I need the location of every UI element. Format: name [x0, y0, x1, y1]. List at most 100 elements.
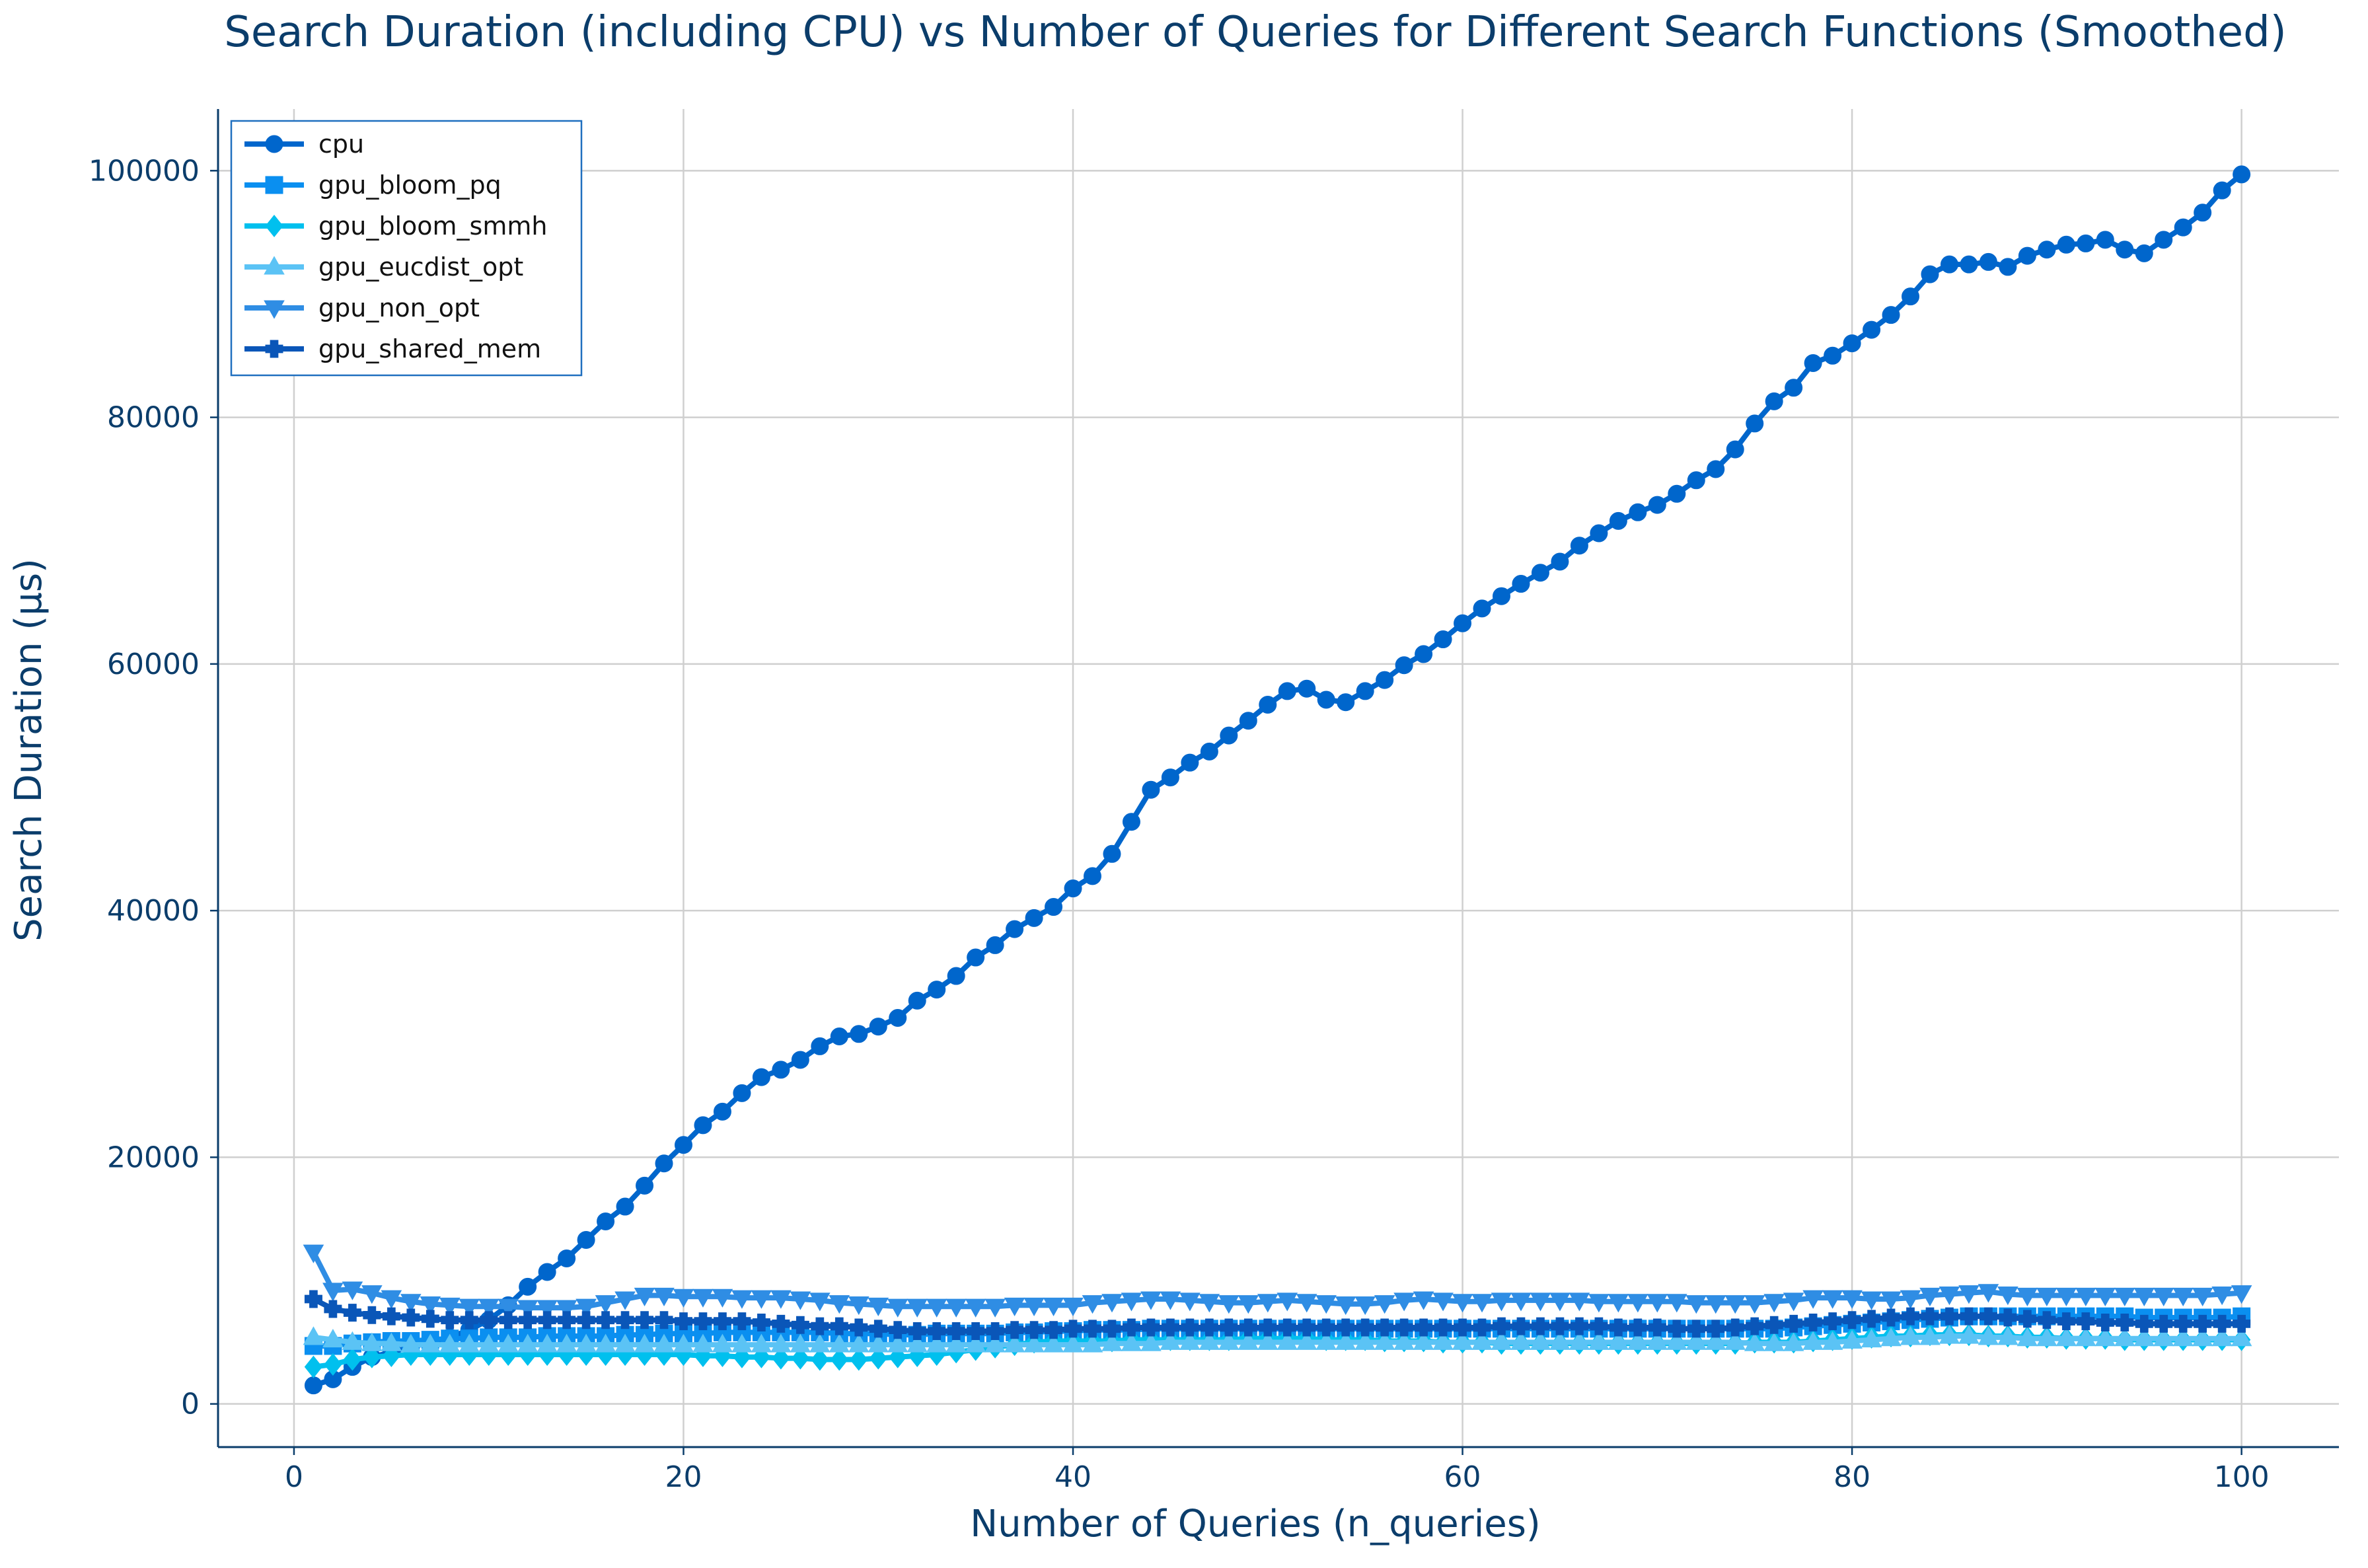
data-point: [1822, 1331, 1843, 1350]
data-point: [459, 1333, 480, 1353]
data-point: [2038, 1311, 2056, 1329]
data-point: [1238, 1331, 1259, 1350]
data-point: [519, 1277, 537, 1296]
data-point: [1278, 1318, 1296, 1337]
data-point: [790, 1333, 811, 1353]
data-point: [1122, 813, 1140, 831]
data-point: [1512, 575, 1530, 593]
data-point: [519, 1311, 537, 1329]
data-point: [965, 1333, 986, 1353]
data-point: [2077, 234, 2095, 252]
data-point: [752, 1068, 770, 1086]
data-point: [1880, 1327, 1902, 1347]
data-point: [1045, 898, 1063, 916]
data-point: [733, 1312, 751, 1331]
data-point: [1317, 691, 1335, 709]
data-point: [1978, 1326, 1999, 1345]
data-point: [322, 1283, 344, 1302]
data-point: [1006, 1321, 1024, 1339]
data-point: [908, 991, 926, 1010]
data-point: [1374, 1331, 1395, 1350]
data-point: [1960, 255, 1978, 274]
data-point: [1356, 682, 1374, 700]
legend-item: gpu_non_opt: [244, 293, 480, 322]
data-point: [1473, 599, 1491, 618]
data-point: [1082, 1333, 1103, 1353]
legend-marker: [265, 176, 283, 194]
data-point: [1608, 1294, 1629, 1313]
data-point: [439, 1333, 461, 1353]
data-point: [1493, 1317, 1511, 1335]
data-point: [1785, 1314, 1803, 1333]
x-tick-label: 20: [665, 1460, 702, 1494]
data-point: [1685, 1331, 1707, 1350]
y-axis-label: Search Duration (μs): [7, 558, 50, 942]
data-point: [1354, 1331, 1376, 1350]
data-point: [1940, 1307, 1958, 1325]
data-point: [1627, 1331, 1648, 1350]
data-point: [2211, 1327, 2233, 1347]
series-line: [313, 1333, 2242, 1348]
data-point: [1179, 1292, 1201, 1312]
data-point: [1257, 1294, 1278, 1313]
data-point: [965, 1298, 986, 1318]
data-point: [1276, 1292, 1298, 1312]
data-point: [1882, 1308, 1900, 1327]
data-point: [1415, 645, 1433, 663]
legend-marker: [265, 214, 283, 238]
data-point: [1705, 1331, 1726, 1350]
data-point: [2018, 246, 2036, 265]
data-point: [420, 1296, 441, 1316]
data-point: [1841, 1329, 1863, 1349]
data-point: [1512, 1317, 1530, 1335]
data-point: [1997, 1287, 2018, 1306]
data-point: [634, 1333, 655, 1353]
data-point: [1958, 1325, 1980, 1344]
data-point: [1861, 1329, 1882, 1348]
legend-label: cpu: [318, 130, 364, 159]
data-point: [1356, 1318, 1374, 1337]
data-point: [1822, 1290, 1843, 1309]
data-point: [1863, 1310, 1881, 1328]
data-point: [967, 1322, 985, 1341]
legend-label: gpu_eucdist_opt: [318, 252, 523, 281]
data-point: [809, 1333, 831, 1353]
data-point: [439, 1297, 461, 1316]
data-point: [1919, 1326, 1941, 1345]
series-gpu_non_opt: [303, 1244, 2252, 1319]
legend-label: gpu_shared_mem: [318, 334, 541, 363]
data-point: [1471, 1331, 1493, 1350]
data-point: [1629, 1318, 1647, 1337]
data-point: [712, 1333, 733, 1353]
y-tick-label: 40000: [107, 894, 200, 928]
data-point: [1200, 742, 1218, 761]
data-point: [1103, 844, 1121, 863]
data-point: [2231, 1285, 2252, 1304]
legend-box: [230, 120, 583, 377]
data-point: [1530, 1331, 1551, 1350]
data-point: [1726, 440, 1744, 459]
legend-marker: [264, 300, 285, 319]
data-point: [1413, 1291, 1434, 1310]
data-point: [2174, 1314, 2192, 1333]
data-point: [1413, 1331, 1434, 1350]
data-point: [984, 1298, 1006, 1318]
data-point: [1374, 1295, 1395, 1314]
data-point: [772, 1347, 790, 1370]
data-point: [303, 1244, 324, 1263]
data-point: [1335, 1296, 1356, 1316]
data-point: [1296, 1294, 1317, 1313]
data-point: [1142, 1318, 1160, 1337]
data-point: [2055, 1287, 2077, 1307]
data-point: [1685, 1295, 1707, 1314]
data-point: [2192, 1287, 2213, 1307]
data-point: [2133, 1327, 2155, 1347]
data-point: [751, 1290, 772, 1309]
legend-item: gpu_eucdist_opt: [244, 252, 523, 281]
data-point: [2096, 1314, 2114, 1331]
data-point: [1861, 1291, 1882, 1310]
data-point: [304, 1290, 322, 1308]
data-point: [850, 1348, 868, 1371]
data-point: [1668, 1320, 1686, 1338]
data-point: [1902, 287, 1920, 306]
